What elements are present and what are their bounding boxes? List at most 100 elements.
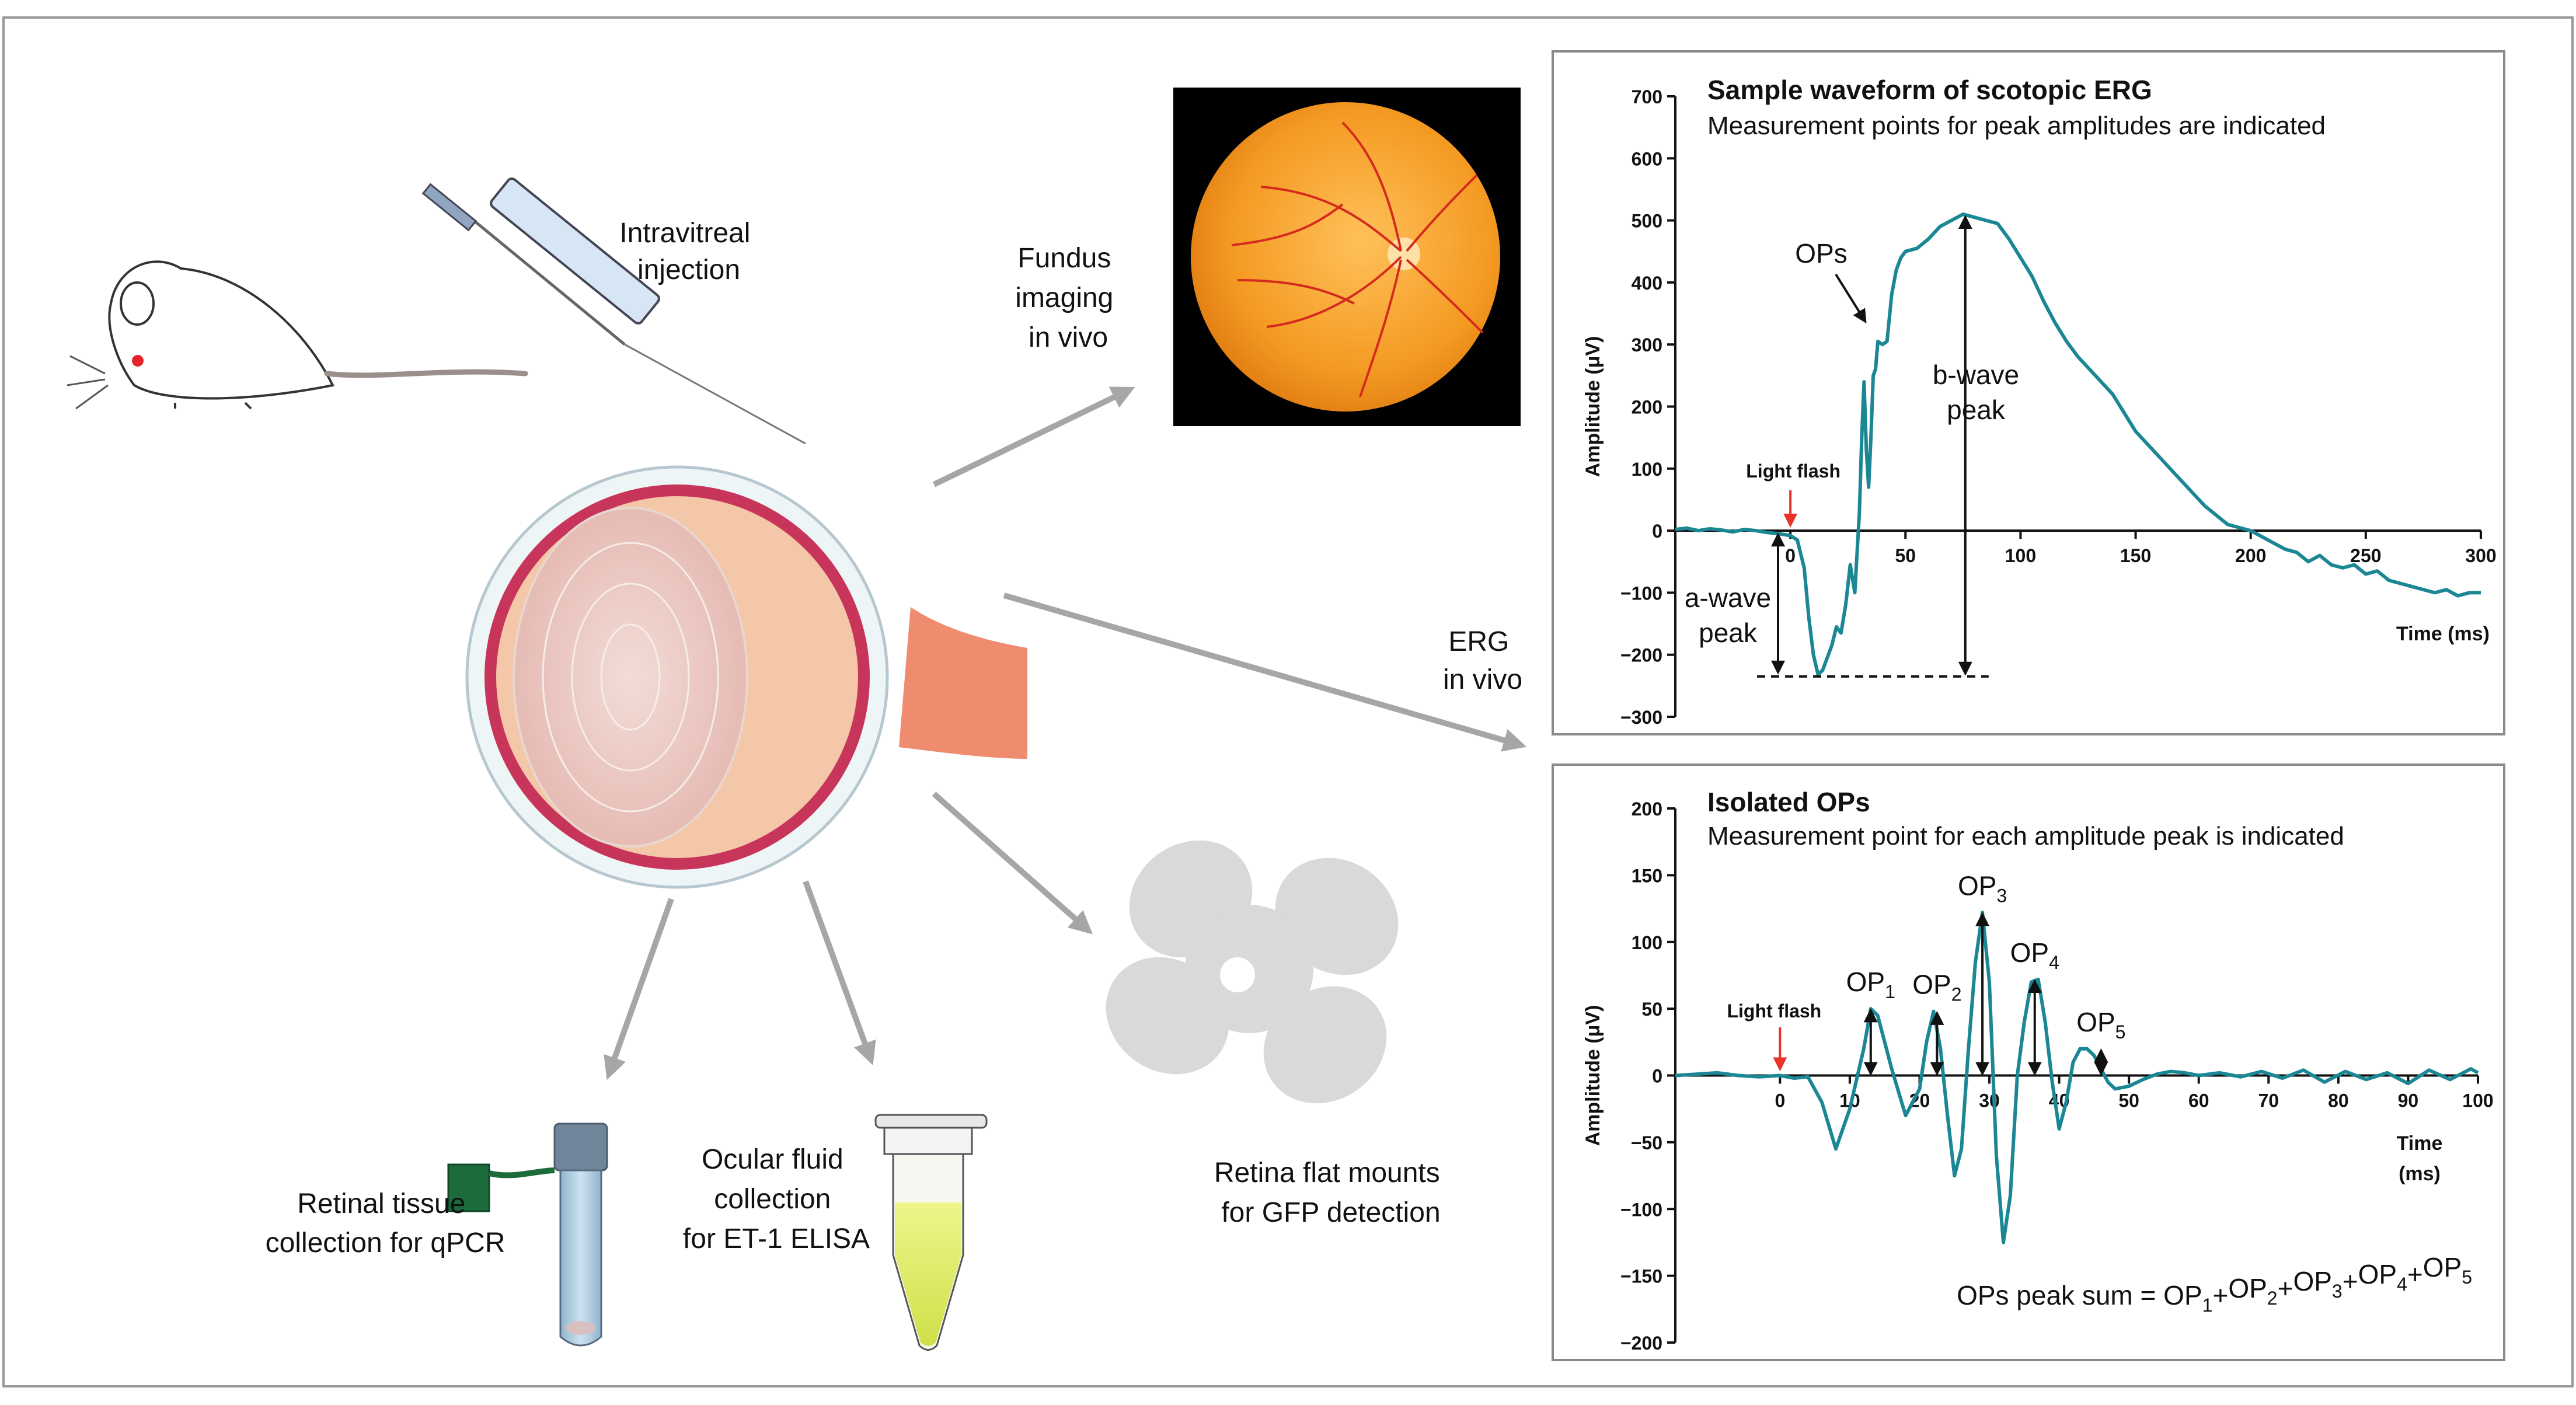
injection-line-1: Intravitreal — [619, 218, 750, 249]
fundus-line-3: in vivo — [1029, 322, 1108, 353]
chart1-y-tick-label: 0 — [1652, 521, 1662, 542]
chart1-x-tick-label: 50 — [1895, 545, 1916, 566]
chart2-peak-label: OP4 — [2010, 937, 2059, 973]
chart2-sum-sub: 1 — [2202, 1295, 2213, 1316]
retinal-tissue-line-2: collection for qPCR — [266, 1228, 506, 1258]
fundus-image — [1173, 88, 1521, 426]
chart2-y-tick-label: 150 — [1632, 865, 1662, 886]
chart2-peak-label-main: OP — [1958, 870, 1996, 901]
fundus-line-1: Fundus — [1017, 243, 1111, 274]
chart2-x-tick-label: 80 — [2328, 1090, 2349, 1111]
chart2-subtitle: Measurement point for each amplitude pea… — [1707, 822, 2344, 850]
ocular-fluid-line-3: for ET-1 ELISA — [683, 1223, 870, 1254]
ocular-fluid-label: Ocular fluid collection for ET-1 ELISA — [683, 1144, 870, 1254]
chart2-sum-plus: + — [2212, 1280, 2228, 1310]
chart2-sum-op: OP — [2228, 1273, 2267, 1303]
chart1-ops-label: OPs — [1795, 238, 1847, 269]
chart1-y-tick-label: 500 — [1632, 211, 1662, 232]
chart1-plot: −300 −200 −100 0 100 200 300 400 500 600 700 0 50 100… — [1582, 86, 2497, 728]
chart1-subtitle: Measurement points for peak amplitudes a… — [1707, 111, 2326, 140]
chart2-peak-label: OP3 — [1958, 870, 2007, 906]
flat-mounts-line-2: for GFP detection — [1221, 1197, 1440, 1228]
chart2-x-tick-label: 30 — [1979, 1090, 2000, 1111]
chart2-sum-sub: 5 — [2462, 1267, 2472, 1288]
chart2-sum-sub: 3 — [2332, 1281, 2343, 1302]
chart1-ops-arrow — [1835, 273, 1867, 324]
retinal-tissue-label: Retinal tissue collection for qPCR — [266, 1188, 506, 1258]
erg-line-1: ERG — [1448, 626, 1509, 657]
chart2-x-axis-label-1: Time — [2397, 1132, 2443, 1155]
erg-panel-frame — [1552, 50, 2505, 735]
chart1-b-wave-label-1: b-wave — [1933, 360, 2019, 390]
chart1-a-wave-label-1: a-wave — [1685, 583, 1771, 613]
chart1-x-tick-label: 250 — [2350, 545, 2381, 566]
fundus-line-2: imaging — [1015, 283, 1113, 313]
chart2-peak-label-main: OP — [1912, 970, 1951, 1000]
chart1-x-axis-label: Time (ms) — [2396, 623, 2490, 645]
chart2-peak-label: OP2 — [1912, 970, 1961, 1005]
chart2-sum-sub: 4 — [2397, 1274, 2407, 1295]
chart2-y-tick-label: 100 — [1632, 932, 1662, 953]
chart1-y-tick-label: −300 — [1620, 707, 1662, 728]
chart2-peak-label-main: OP — [2010, 937, 2049, 968]
chart1-x-tick-label: 100 — [2005, 545, 2036, 566]
chart1-y-tick-label: −200 — [1620, 645, 1662, 666]
eppendorf-tube — [874, 1114, 988, 1351]
chart1-y-tick-label: −100 — [1620, 583, 1662, 604]
chart2-sum-op: OP — [2423, 1252, 2462, 1282]
chart2-sum-plus: + — [2407, 1259, 2423, 1289]
chart2-sum-op: OP — [2358, 1259, 2397, 1289]
chart2-peak-label-sub: 1 — [1885, 981, 1895, 1002]
eye-illustration — [465, 465, 1027, 889]
chart2-x-tick-label: 70 — [2258, 1090, 2279, 1111]
chart2-sum-prefix: OPs peak sum = — [1957, 1280, 2163, 1310]
flow-arrows — [604, 386, 1527, 1080]
chart2-x-tick-label: 50 — [2118, 1090, 2139, 1111]
chart1-x-tick-label: 150 — [2120, 545, 2151, 566]
flat-mounts-line-1: Retina flat mounts — [1214, 1158, 1440, 1188]
chart2-peak-label: OP5 — [2076, 1007, 2125, 1043]
erg-label: ERG in vivo — [1443, 626, 1522, 695]
chart2-y-tick-label: −100 — [1620, 1199, 1662, 1220]
chart1-y-tick-label: 100 — [1632, 459, 1662, 480]
chart2-y-tick-label: 0 — [1652, 1066, 1662, 1087]
chart2-peak-label-main: OP — [1846, 967, 1885, 997]
chart2-y-tick-label: 50 — [1641, 999, 1662, 1020]
chart1-y-tick-label: 700 — [1632, 86, 1662, 107]
chart2-light-flash-label: Light flash — [1727, 1000, 1821, 1021]
chart2-peak-label-sub: 5 — [2115, 1021, 2126, 1043]
chart1-y-axis-label: Amplitude (μV) — [1582, 336, 1604, 477]
chart2-peak-label-sub: 3 — [1996, 885, 2007, 906]
retina-flat-mount — [1106, 840, 1399, 1104]
fundus-label: Fundus imaging in vivo — [1015, 243, 1121, 353]
chart2-y-axis-label: Amplitude (μV) — [1582, 1005, 1604, 1146]
chart1-x-tick-label: 0 — [1785, 545, 1796, 566]
chart2-x-tick-label: 100 — [2462, 1090, 2493, 1111]
chart2-y-tick-label: −200 — [1620, 1333, 1662, 1354]
chart1-y-tick-label: 600 — [1632, 148, 1662, 169]
chart2-y-tick-label: 200 — [1632, 799, 1662, 820]
chart1-y-tick-label: 300 — [1632, 334, 1662, 355]
chart1-title: Sample waveform of scotopic ERG — [1707, 75, 2152, 105]
left-labels: Intravitreal injection Fundus imaging in… — [266, 218, 1522, 1258]
chart2-y-tick-label: −50 — [1631, 1132, 1662, 1153]
flat-mounts-label: Retina flat mounts for GFP detection — [1214, 1158, 1448, 1228]
chart1-y-tick-label: 200 — [1632, 397, 1662, 418]
chart2-title: Isolated OPs — [1707, 787, 1870, 817]
chart1-y-tick-label: 400 — [1632, 273, 1662, 294]
chart2-sum-plus: + — [2343, 1266, 2358, 1296]
mouse-illustration — [67, 260, 528, 410]
chart2-x-axis-label-2: (ms) — [2399, 1163, 2441, 1185]
chart1-b-wave-label-2: peak — [1947, 395, 2006, 425]
chart1-x-tick-label: 300 — [2465, 545, 2496, 566]
injection-label: Intravitreal injection — [619, 218, 758, 285]
outer-frame — [2, 16, 2574, 1387]
chart2-peak-label-sub: 2 — [1951, 984, 1962, 1005]
injection-line-2: injection — [637, 254, 740, 285]
ocular-fluid-line-2: collection — [714, 1184, 831, 1215]
retinal-tissue-line-1: Retinal tissue — [297, 1188, 465, 1219]
chart2-sum-op: OP — [2163, 1280, 2202, 1310]
chart2-sum-sub: 2 — [2267, 1288, 2278, 1309]
